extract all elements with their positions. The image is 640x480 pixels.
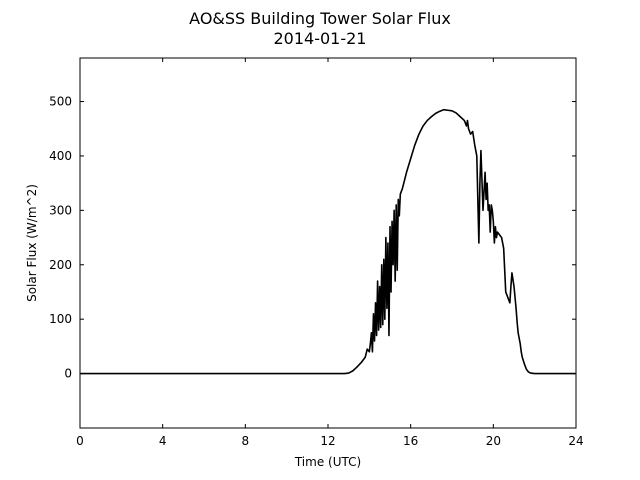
x-tick-label: 12 (320, 434, 335, 448)
x-tick-label: 8 (242, 434, 250, 448)
x-tick-label: 24 (568, 434, 583, 448)
x-tick-label: 4 (159, 434, 167, 448)
chart-title: AO&SS Building Tower Solar Flux (189, 9, 451, 28)
y-tick-label: 200 (49, 258, 72, 272)
y-axis-ticks: 0 100 200 300 400 500 (49, 95, 576, 381)
x-tick-label: 20 (486, 434, 501, 448)
y-tick-label: 0 (64, 367, 72, 381)
y-tick-label: 500 (49, 95, 72, 109)
chart-subtitle: 2014-01-21 (274, 29, 367, 48)
y-tick-label: 100 (49, 312, 72, 326)
x-axis-ticks: 0 4 8 12 16 20 24 (76, 58, 584, 448)
series-layer (80, 108, 576, 375)
x-axis-label: Time (UTC) (294, 455, 361, 469)
y-tick-label: 400 (49, 149, 72, 163)
x-tick-label: 0 (76, 434, 84, 448)
plot-frame (79, 57, 577, 429)
y-axis-label: Solar Flux (W/m^2) (25, 184, 39, 302)
y-tick-label: 300 (49, 203, 72, 217)
series-line (80, 108, 576, 375)
plot-area: 0 4 8 12 16 20 24 0 100 200 300 400 500 (49, 57, 584, 448)
x-tick-label: 16 (403, 434, 418, 448)
